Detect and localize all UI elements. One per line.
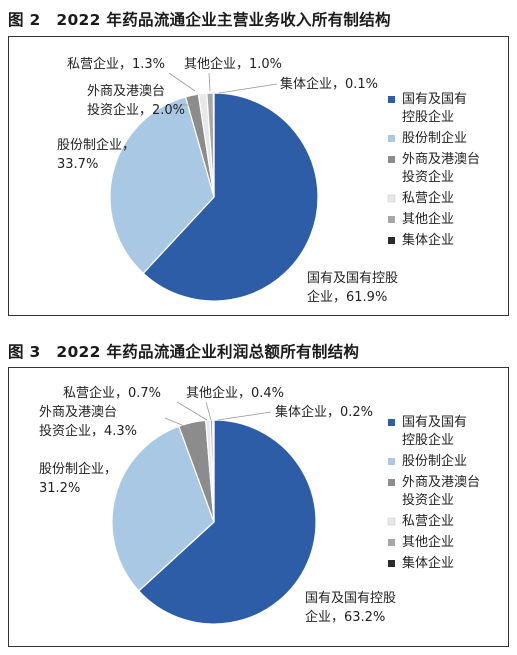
legend-item-joint-stock: 股份制企业 xyxy=(402,130,467,146)
legend-item-joint-stock: 股份制企业 xyxy=(402,453,467,469)
leader-line-foreign-hk-macao-taiwan xyxy=(164,417,190,429)
leader-line-private xyxy=(176,401,208,421)
legend-swatch-state-owned xyxy=(388,96,395,103)
legend-item-other: 其他企业 xyxy=(402,534,454,550)
legend-item-foreign-hk-macao-taiwan: 外商及港澳台投资企业 xyxy=(402,474,480,508)
leader-line-other xyxy=(208,72,211,92)
data-label-other: 其他企业，0.4% xyxy=(186,385,284,401)
legend-item-private: 私营企业 xyxy=(402,190,454,206)
leader-line-collective xyxy=(218,83,278,94)
legend-swatch-joint-stock xyxy=(388,458,395,465)
legend-swatch-private xyxy=(387,517,396,526)
legend-swatch-private xyxy=(387,194,396,203)
legend-swatch-collective xyxy=(388,237,395,244)
data-label-other: 其他企业，1.0% xyxy=(184,56,282,72)
pie-slice-joint-stock xyxy=(111,425,215,592)
data-label-state-owned: 国有及国有控股企业，61.9% xyxy=(307,271,398,305)
data-label-collective: 集体企业，0.1% xyxy=(280,76,378,92)
legend-item-collective: 集体企业 xyxy=(402,555,454,571)
figure-2-title: 图 2 2022 年药品流通企业主营业务收入所有制结构 xyxy=(8,11,391,29)
legend-item-private: 私营企业 xyxy=(402,513,454,529)
pie-slice-collective xyxy=(212,419,215,523)
leader-line-private xyxy=(168,72,196,92)
legend-item-other: 其他企业 xyxy=(402,211,454,227)
data-label-private: 私营企业，0.7% xyxy=(63,385,161,401)
legend-item-foreign-hk-macao-taiwan: 外商及港澳台投资企业 xyxy=(402,151,480,185)
figure-2-chart: 国有及国有控股企业，61.9% 股份制企业， 33.7% 外商及港澳台投资企业，2.0… xyxy=(8,36,509,316)
legend-swatch-collective xyxy=(388,560,395,567)
pie-slice-state-owned xyxy=(137,419,317,625)
figure-3-pie-svg: 国有及国有控股企业，63.2% 股份制企业， 31.2% 外商及港澳台投资企业，4.3… xyxy=(39,385,480,625)
figure-2-pie-svg: 国有及国有控股企业，61.9% 股份制企业， 33.7% 外商及港澳台投资企业，2.0… xyxy=(57,56,480,305)
legend-swatch-state-owned xyxy=(388,419,395,426)
pie-slice-collective xyxy=(212,92,215,198)
data-label-joint-stock: 股份制企业， 33.7% xyxy=(57,137,135,172)
data-label-state-owned: 国有及国有控股企业，63.2% xyxy=(305,591,396,625)
leader-line-collective xyxy=(217,411,272,421)
legend-item-state-owned: 国有及国有控股企业 xyxy=(402,415,467,448)
figure-3-title: 图 3 2022 年药品流通企业利润总额所有制结构 xyxy=(8,343,360,361)
legend-swatch-foreign-hk-macao-taiwan xyxy=(388,156,395,163)
legend-item-state-owned: 国有及国有控股企业 xyxy=(402,92,467,125)
pie-slice-joint-stock xyxy=(109,96,215,275)
legend-swatch-other xyxy=(388,216,395,223)
data-label-private: 私营企业，1.3% xyxy=(67,56,165,72)
leader-line-other xyxy=(205,401,212,421)
figure-3-chart: 国有及国有控股企业，63.2% 股份制企业， 31.2% 外商及港澳台投资企业，4.3… xyxy=(8,367,509,647)
data-label-foreign-hk-macao-taiwan: 外商及港澳台投资企业，2.0% xyxy=(87,83,185,118)
data-label-collective: 集体企业，0.2% xyxy=(275,404,373,420)
data-label-joint-stock: 股份制企业， 31.2% xyxy=(39,461,117,496)
legend-swatch-foreign-hk-macao-taiwan xyxy=(388,479,395,486)
legend-swatch-joint-stock xyxy=(388,135,395,142)
pie-slice-state-owned xyxy=(142,92,319,302)
data-label-foreign-hk-macao-taiwan: 外商及港澳台投资企业，4.3% xyxy=(39,404,137,439)
legend-item-collective: 集体企业 xyxy=(402,232,454,248)
legend-swatch-other xyxy=(388,539,395,546)
